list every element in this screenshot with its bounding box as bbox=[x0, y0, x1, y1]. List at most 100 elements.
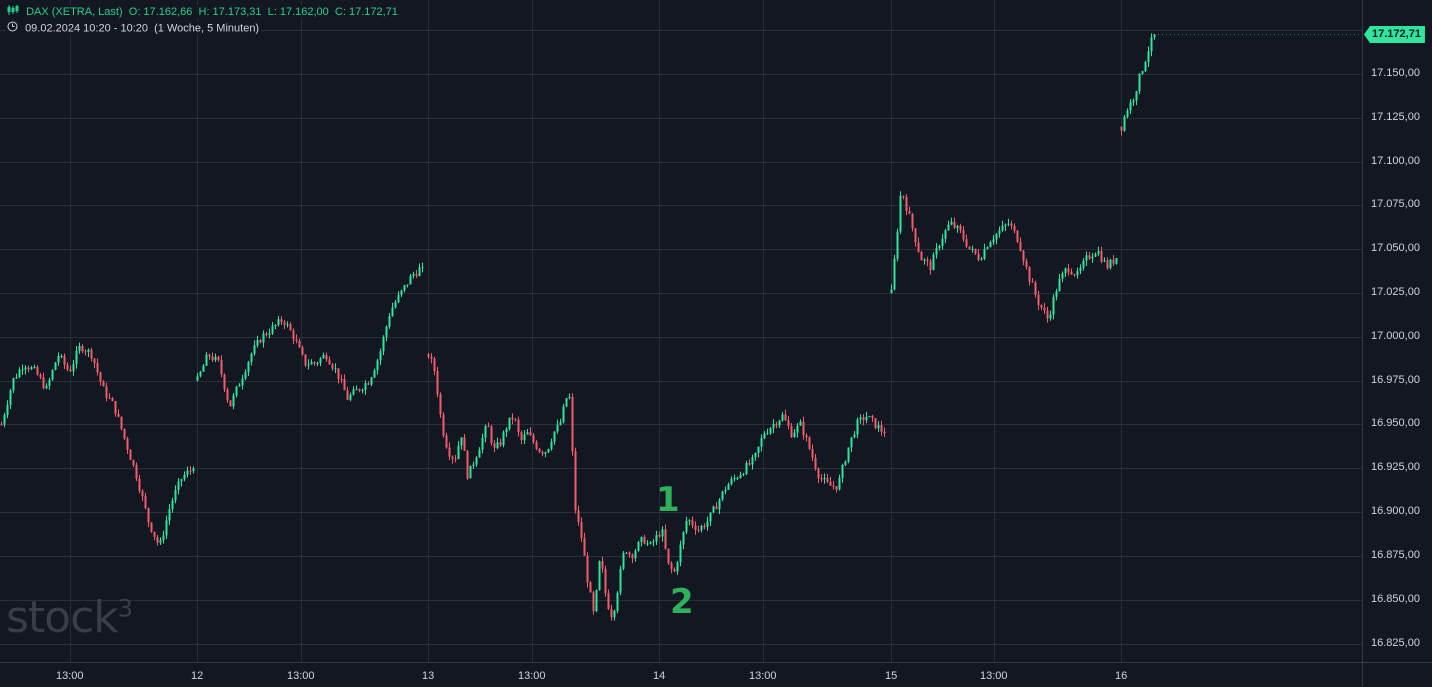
candle-body bbox=[874, 418, 877, 429]
candle-body bbox=[811, 449, 814, 458]
candle-body bbox=[529, 432, 532, 436]
candle-body bbox=[394, 302, 397, 308]
candle-body bbox=[21, 369, 24, 371]
candle-body bbox=[493, 443, 496, 449]
candle-body bbox=[640, 536, 643, 543]
candle-body bbox=[277, 319, 280, 325]
candle-body bbox=[490, 426, 493, 444]
candle-body bbox=[262, 333, 265, 343]
candle-body bbox=[1034, 282, 1037, 295]
candle-body bbox=[592, 592, 595, 612]
candle-body bbox=[724, 489, 727, 492]
candle-body bbox=[733, 477, 736, 479]
candle-body bbox=[48, 379, 51, 386]
candle-body bbox=[935, 247, 938, 255]
candle-body bbox=[162, 535, 165, 541]
candle-body bbox=[661, 529, 664, 537]
candle-body bbox=[376, 360, 379, 371]
candle-body bbox=[60, 355, 63, 357]
y-tick-label: 17.100,00 bbox=[1371, 155, 1420, 167]
x-tick-label: 13:00 bbox=[56, 670, 84, 682]
candle-body bbox=[1153, 34, 1156, 38]
candle-body bbox=[989, 242, 992, 248]
open-value: O: 17.162,66 bbox=[128, 6, 193, 18]
y-tick-label: 17.150,00 bbox=[1371, 67, 1420, 79]
candle-body bbox=[379, 351, 382, 361]
candle-body bbox=[448, 447, 451, 457]
candle-body bbox=[196, 376, 199, 381]
candle-body bbox=[799, 421, 802, 426]
candle-body bbox=[938, 246, 941, 248]
candle-body bbox=[694, 525, 697, 531]
candle-body bbox=[1064, 268, 1067, 274]
candle-body bbox=[30, 367, 33, 370]
candle-body bbox=[847, 447, 850, 462]
candle-body bbox=[643, 536, 646, 544]
candle-body bbox=[1094, 253, 1097, 257]
candle-body bbox=[241, 378, 244, 386]
candle-body bbox=[956, 225, 959, 228]
candle-body bbox=[412, 274, 415, 276]
candle-body bbox=[502, 432, 505, 446]
candle-body bbox=[370, 377, 373, 385]
candle-body bbox=[265, 333, 268, 335]
watermark-logo: stock3 bbox=[6, 592, 133, 643]
candle-body bbox=[499, 442, 502, 446]
candle-body bbox=[343, 379, 346, 391]
candle-body bbox=[156, 536, 159, 543]
y-tick-label: 16.975,00 bbox=[1371, 374, 1420, 386]
candle-body bbox=[625, 552, 628, 554]
candle-body bbox=[835, 486, 838, 490]
candle-body bbox=[992, 239, 995, 243]
candle-body bbox=[667, 548, 670, 564]
candle-body bbox=[721, 491, 724, 500]
symbol-label: DAX (XETRA, Last) bbox=[26, 6, 123, 18]
candle-body bbox=[571, 396, 574, 452]
candle-body bbox=[908, 210, 911, 214]
candle-body bbox=[337, 368, 340, 380]
candle-body bbox=[90, 349, 93, 359]
candle-body bbox=[373, 370, 376, 378]
candle-body bbox=[367, 383, 370, 385]
candle-body bbox=[45, 385, 48, 389]
candle-body bbox=[331, 364, 334, 369]
candle-body bbox=[153, 531, 156, 537]
candle-body bbox=[1007, 223, 1010, 225]
candle-body bbox=[478, 449, 481, 458]
y-tick-label: 17.075,00 bbox=[1371, 198, 1420, 210]
candle-body bbox=[247, 362, 250, 373]
candle-body bbox=[757, 446, 760, 454]
candle-body bbox=[1120, 126, 1123, 131]
candle-body bbox=[268, 333, 271, 335]
candle-body bbox=[796, 425, 799, 433]
x-tick-label: 13:00 bbox=[980, 670, 1008, 682]
candle-body bbox=[298, 340, 301, 348]
candle-body bbox=[748, 463, 751, 465]
candle-body bbox=[532, 435, 535, 443]
candle-body bbox=[538, 448, 541, 453]
candle-body bbox=[790, 426, 793, 438]
candle-body bbox=[556, 424, 559, 432]
candle-body bbox=[739, 474, 742, 478]
candle-body bbox=[364, 383, 367, 390]
candle-body bbox=[911, 213, 914, 229]
candle-body bbox=[256, 339, 259, 346]
candle-body bbox=[349, 394, 352, 400]
candle-body bbox=[487, 426, 490, 428]
x-tick-label: 13:00 bbox=[749, 670, 777, 682]
candle-body bbox=[787, 420, 790, 427]
candle-body bbox=[685, 520, 688, 532]
candle-body bbox=[613, 610, 616, 618]
candle-body bbox=[877, 425, 880, 429]
candle-body bbox=[1013, 225, 1016, 231]
candle-body bbox=[727, 484, 730, 490]
candle-body bbox=[466, 450, 469, 479]
candle-body bbox=[1088, 255, 1091, 259]
candle-body bbox=[1067, 268, 1070, 272]
candle-body bbox=[3, 415, 6, 425]
candle-body bbox=[1016, 230, 1019, 243]
candle-body bbox=[769, 428, 772, 434]
candle-body bbox=[18, 369, 21, 378]
candle-body bbox=[1052, 297, 1055, 315]
